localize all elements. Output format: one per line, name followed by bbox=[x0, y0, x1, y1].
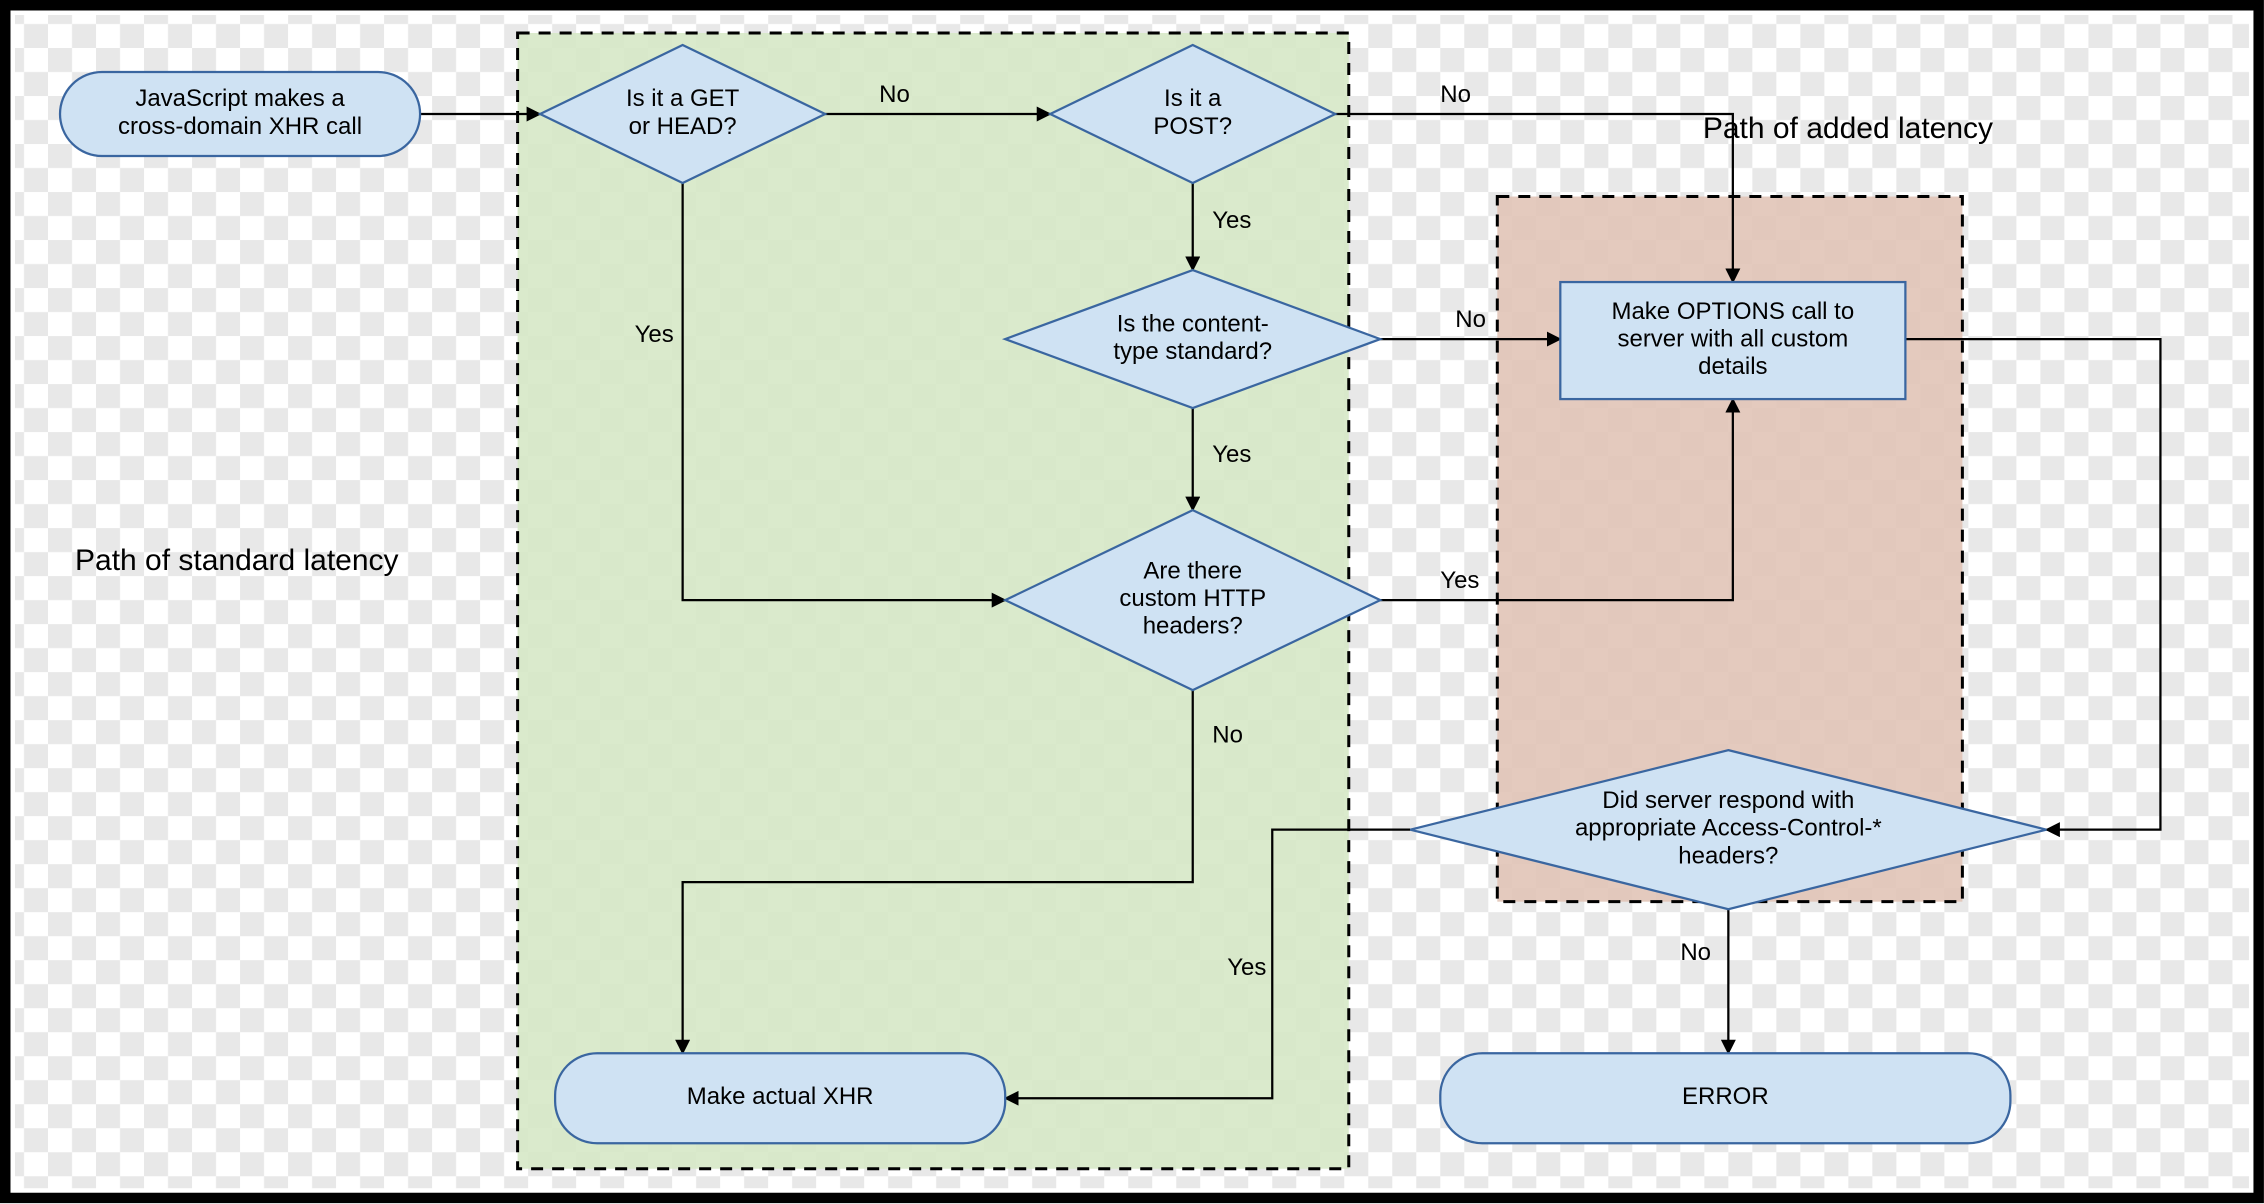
node-label-make_xhr: Make actual XHR bbox=[687, 1084, 874, 1111]
edge-label-e2: No bbox=[879, 81, 910, 108]
edge-label-e3: No bbox=[1440, 81, 1471, 108]
edge-label-e11: Yes bbox=[1227, 954, 1266, 981]
region-label-standard: Path of standard latency bbox=[75, 544, 399, 577]
edge-label-e5: No bbox=[1455, 306, 1486, 333]
node-label-is_ct: Is the content-type standard? bbox=[1113, 311, 1272, 366]
node-error: ERROR bbox=[1440, 1053, 2010, 1143]
node-label-is_get: Is it a GETor HEAD? bbox=[626, 86, 740, 141]
edge-label-e8: Yes bbox=[1440, 567, 1479, 594]
edge-label-e9: No bbox=[1212, 722, 1243, 749]
flowchart-canvas: Path of standard latency Path of added la… bbox=[0, 0, 2264, 1203]
node-label-start: JavaScript makes across-domain XHR call bbox=[118, 86, 362, 141]
node-label-is_post: Is it aPOST? bbox=[1153, 86, 1232, 141]
node-start: JavaScript makes across-domain XHR call bbox=[60, 72, 420, 156]
node-label-error: ERROR bbox=[1682, 1084, 1769, 1111]
edge-label-e7: Yes bbox=[635, 321, 674, 348]
region-label-added: Path of added latency bbox=[1703, 112, 1993, 145]
node-make_xhr: Make actual XHR bbox=[555, 1053, 1005, 1143]
edge-label-e12: No bbox=[1680, 939, 1711, 966]
edge-label-e6: Yes bbox=[1212, 441, 1251, 468]
node-options: Make OPTIONS call toserver with all cust… bbox=[1560, 282, 1905, 399]
edge-label-e4: Yes bbox=[1212, 207, 1251, 234]
